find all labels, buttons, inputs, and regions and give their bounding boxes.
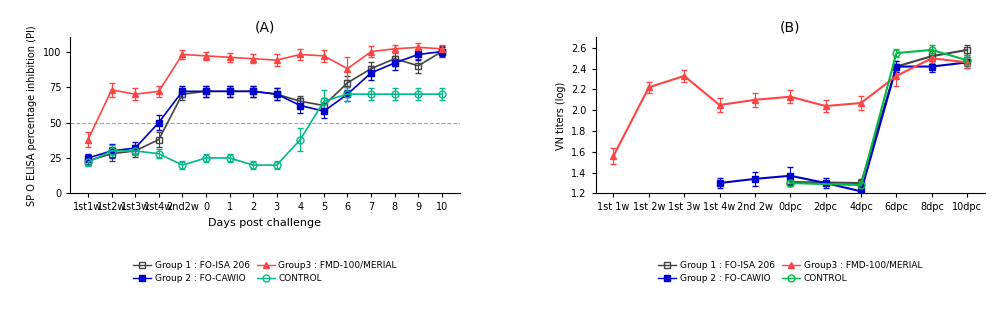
Legend: Group 1 : FO-ISA 206, Group 2 : FO-CAWIO, Group3 : FMD-100/MERIAL, CONTROL: Group 1 : FO-ISA 206, Group 2 : FO-CAWIO… xyxy=(654,257,926,287)
Y-axis label: SP O ELISA percentage inhibition (PI): SP O ELISA percentage inhibition (PI) xyxy=(27,25,37,206)
Y-axis label: VN titers (log): VN titers (log) xyxy=(556,81,566,149)
Legend: Group 1 : FO-ISA 206, Group 2 : FO-CAWIO, Group3 : FMD-100/MERIAL, CONTROL: Group 1 : FO-ISA 206, Group 2 : FO-CAWIO… xyxy=(130,257,401,287)
Title: (B): (B) xyxy=(780,21,801,35)
X-axis label: Days post challenge: Days post challenge xyxy=(208,218,322,228)
Title: (A): (A) xyxy=(254,21,275,35)
